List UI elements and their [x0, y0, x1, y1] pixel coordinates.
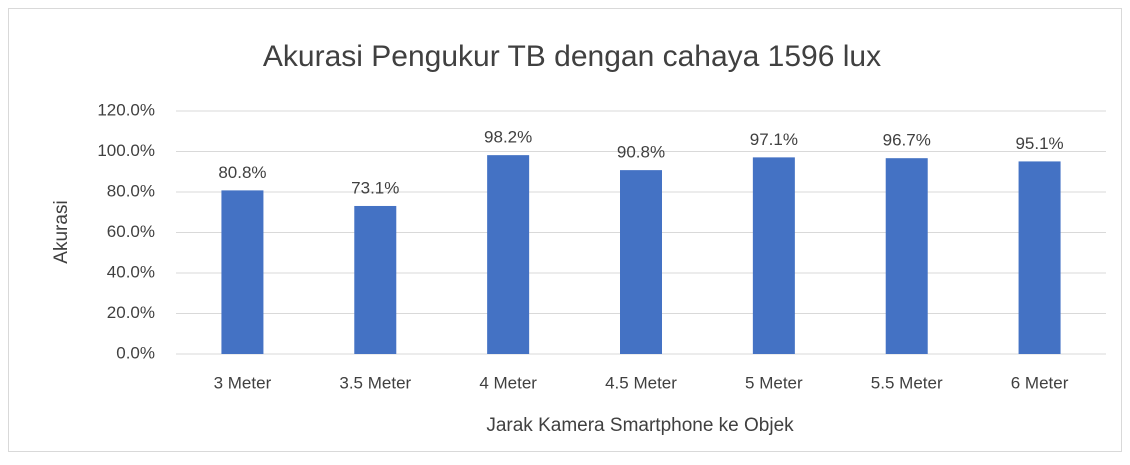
bar: [1018, 161, 1061, 354]
x-tick-label: 4 Meter: [479, 373, 537, 392]
data-label: 96.7%: [883, 131, 931, 150]
y-tick-label: 120.0%: [97, 100, 155, 119]
data-label: 73.1%: [351, 178, 399, 197]
bar: [752, 157, 795, 354]
x-tick-label: 4.5 Meter: [605, 373, 677, 392]
y-tick-label: 100.0%: [97, 141, 155, 160]
y-tick-label: 0.0%: [116, 343, 155, 362]
bar: [620, 170, 662, 354]
x-tick-label: 5 Meter: [745, 373, 803, 392]
data-label: 98.2%: [484, 128, 532, 147]
x-tick-label: 5.5 Meter: [871, 373, 943, 392]
y-axis-label: Akurasi: [51, 200, 72, 263]
data-label: 90.8%: [617, 143, 665, 162]
data-label: 97.1%: [750, 130, 798, 149]
bar: [885, 158, 928, 354]
y-tick-label: 60.0%: [107, 222, 155, 241]
x-tick-label: 3.5 Meter: [339, 373, 411, 392]
x-tick-label: 6 Meter: [1011, 373, 1069, 392]
data-label: 95.1%: [1015, 134, 1063, 153]
x-tick-label: 3 Meter: [214, 373, 272, 392]
bar: [487, 155, 530, 354]
y-tick-label: 40.0%: [107, 262, 155, 281]
chart-title: Akurasi Pengukur TB dengan cahaya 1596 l…: [263, 40, 881, 73]
bar: [221, 190, 264, 354]
y-tick-label: 20.0%: [107, 303, 155, 322]
data-label: 80.8%: [218, 163, 266, 182]
y-tick-label: 80.0%: [107, 181, 155, 200]
x-axis-label: Jarak Kamera Smartphone ke Objek: [486, 415, 794, 436]
bar: [354, 205, 397, 354]
chart-border: [8, 8, 1122, 452]
